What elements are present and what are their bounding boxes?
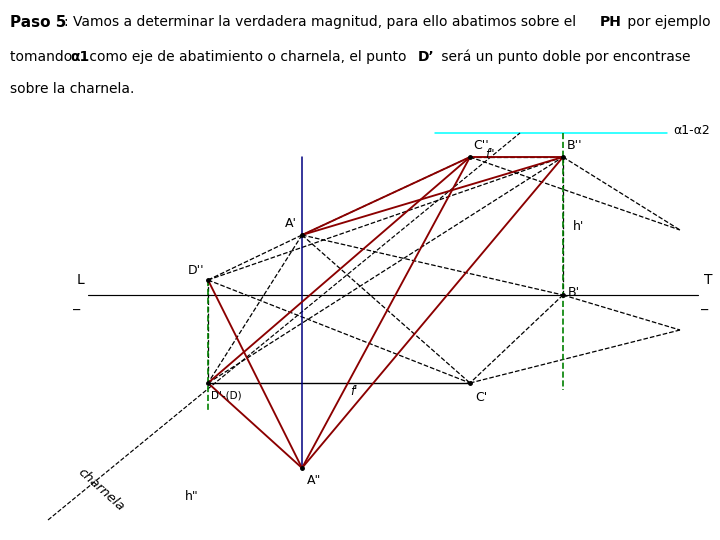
Text: Paso 5: Paso 5 (10, 15, 66, 30)
Text: C'': C'' (473, 139, 489, 152)
Text: tomando: tomando (10, 50, 76, 64)
Text: h': h' (573, 220, 585, 233)
Text: D'-(D): D'-(D) (211, 391, 242, 401)
Text: : Vamos a determinar la verdadera magnitud, para ello abatimos sobre el: : Vamos a determinar la verdadera magnit… (64, 15, 580, 29)
Text: A": A" (307, 474, 321, 487)
Text: charnela: charnela (75, 466, 127, 514)
Text: C': C' (475, 391, 487, 404)
Text: D'': D'' (187, 264, 204, 277)
Text: T: T (703, 273, 712, 287)
Text: B'': B'' (567, 139, 582, 152)
Text: por ejemplo: por ejemplo (623, 15, 711, 29)
Text: D’: D’ (418, 50, 435, 64)
Text: f": f" (485, 148, 495, 161)
Text: L: L (76, 273, 84, 287)
Text: será un punto doble por encontrase: será un punto doble por encontrase (437, 50, 690, 64)
Text: h": h" (185, 490, 199, 503)
Text: A': A' (285, 217, 297, 230)
Text: f': f' (351, 385, 358, 398)
Text: α1: α1 (70, 50, 89, 64)
Text: B': B' (568, 287, 580, 300)
Text: PH: PH (600, 15, 622, 29)
Text: sobre la charnela.: sobre la charnela. (10, 82, 135, 96)
Text: como eje de abatimiento o charnela, el punto: como eje de abatimiento o charnela, el p… (85, 50, 411, 64)
Text: α1-α2: α1-α2 (673, 125, 710, 138)
